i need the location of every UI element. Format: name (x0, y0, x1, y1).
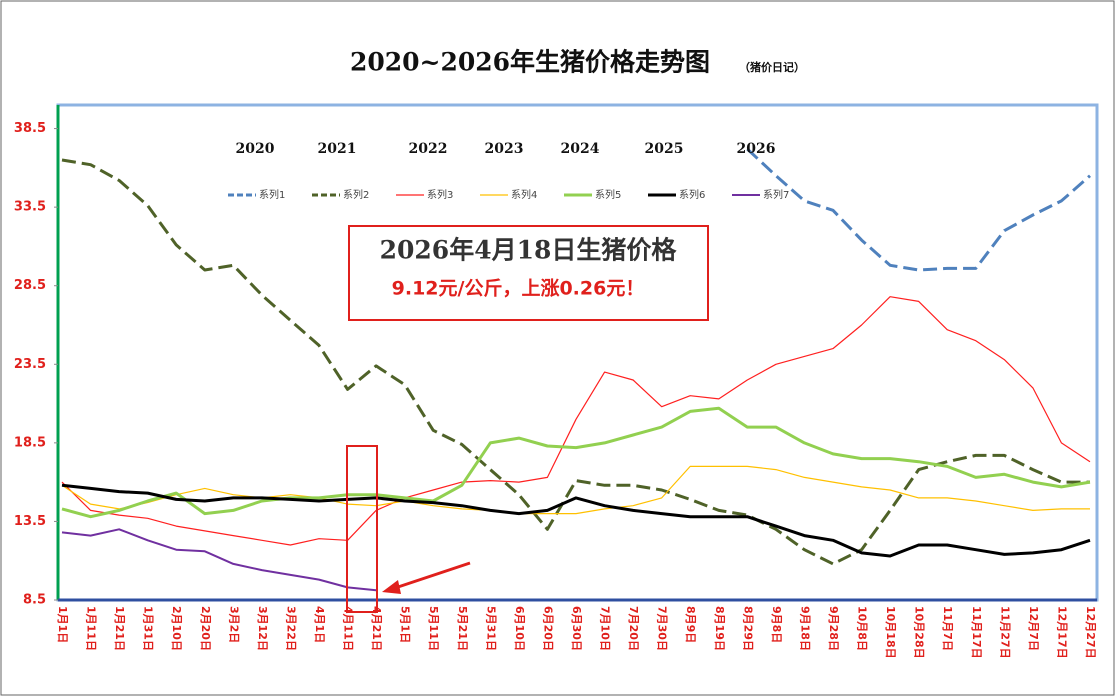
highlight-box (346, 445, 378, 613)
x-tick-label: 12月7日 (1027, 606, 1040, 651)
x-tick-label: 12月27日 (1084, 606, 1097, 659)
x-tick-label: 4月11日 (342, 606, 355, 651)
tick-layer: 8.5 13.5 18.5 23.5 28.5 33.5 38.5 1月1日 1月11日 1月21… (14, 121, 1097, 659)
series-line (61, 528, 377, 592)
series-line (61, 158, 1090, 566)
year-label: 2026 (737, 141, 776, 157)
x-tick-label: 12月17日 (1055, 606, 1068, 659)
x-tick-label: 4月1日 (313, 606, 326, 643)
x-tick-label: 10月18日 (884, 606, 897, 659)
legend-label: 系列3 (427, 188, 453, 201)
series-line (61, 483, 1091, 558)
legend-label: 系列6 (679, 188, 705, 201)
chart-title: 2020~2026年生猪价格走势图 (350, 48, 710, 77)
x-tick-label: 7月30日 (656, 606, 669, 651)
x-tick-label: 6月10日 (513, 606, 526, 651)
x-tick-label: 7月10日 (599, 606, 612, 651)
year-label: 2023 (485, 141, 524, 157)
x-tick-label: 1月21日 (113, 606, 126, 651)
x-tick-label: 5月31日 (484, 606, 497, 651)
legend-label: 系列4 (511, 188, 537, 201)
x-tick-label: 8月19日 (713, 606, 726, 651)
x-tick-label: 8月9日 (684, 606, 697, 643)
series-line (61, 465, 1090, 515)
x-tick-label: 5月21日 (456, 606, 469, 651)
plot-area (56, 103, 1099, 602)
x-tick-label: 11月7日 (941, 606, 954, 651)
x-tick-label: 5月11日 (427, 606, 440, 651)
x-tick-label: 3月22日 (284, 606, 297, 651)
arrow-shaft (394, 561, 471, 590)
x-tick-label: 6月20日 (541, 606, 554, 651)
year-label: 2021 (318, 141, 357, 157)
year-label: 2025 (645, 141, 684, 157)
legend-label: 系列1 (259, 188, 285, 201)
y-tick-label: 18.5 (14, 435, 46, 450)
chart-subtitle: （猪价日记） (739, 60, 805, 74)
x-tick-label: 3月2日 (227, 606, 240, 643)
x-tick-label: 1月1日 (56, 606, 69, 643)
arrow-head (382, 580, 401, 594)
x-tick-label: 1月11日 (85, 606, 98, 651)
x-tick-label: 6月30日 (570, 606, 583, 651)
series-layer (61, 147, 1091, 592)
series-line (61, 406, 1091, 519)
x-tick-label: 5月1日 (399, 606, 412, 643)
y-tick-label: 8.5 (23, 593, 46, 608)
annotation-text: 9.12元/公斤，上涨0.26元！ (392, 278, 645, 300)
x-tick-label: 2月20日 (199, 606, 212, 651)
y-tick-label: 33.5 (14, 200, 46, 215)
x-tick-label: 11月17日 (970, 606, 983, 659)
annotation-box (348, 225, 709, 321)
year-label: 2022 (409, 141, 448, 157)
x-tick-label: 9月28日 (827, 606, 840, 651)
x-tick-label: 11月27日 (998, 606, 1011, 659)
x-tick-label: 9月8日 (770, 606, 783, 643)
x-tick-label: 8月29日 (741, 606, 754, 651)
x-tick-label: 10月28日 (913, 606, 926, 659)
x-tick-label: 10月8日 (856, 606, 869, 651)
legend-label: 系列5 (595, 188, 621, 201)
x-tick-label: 4月21日 (370, 606, 383, 651)
y-tick-label: 28.5 (14, 278, 46, 293)
series-line (61, 296, 1091, 546)
x-tick-label: 1月31日 (142, 606, 155, 651)
y-tick-label: 38.5 (14, 121, 46, 136)
y-tick-label: 23.5 (14, 357, 46, 372)
legend-label: 系列2 (343, 188, 369, 201)
year-label: 2024 (561, 141, 600, 157)
y-tick-label: 13.5 (14, 514, 46, 529)
year-label: 2020 (236, 141, 275, 157)
x-tick-label: 2月10日 (170, 606, 183, 651)
x-tick-label: 7月20日 (627, 606, 640, 651)
series-line (746, 147, 1091, 272)
annotation-title: 2026年4月18日生猪价格 (380, 236, 678, 265)
legend-label: 系列7 (763, 188, 789, 201)
x-tick-label: 9月18日 (798, 606, 811, 651)
x-tick-label: 3月12日 (256, 606, 269, 651)
